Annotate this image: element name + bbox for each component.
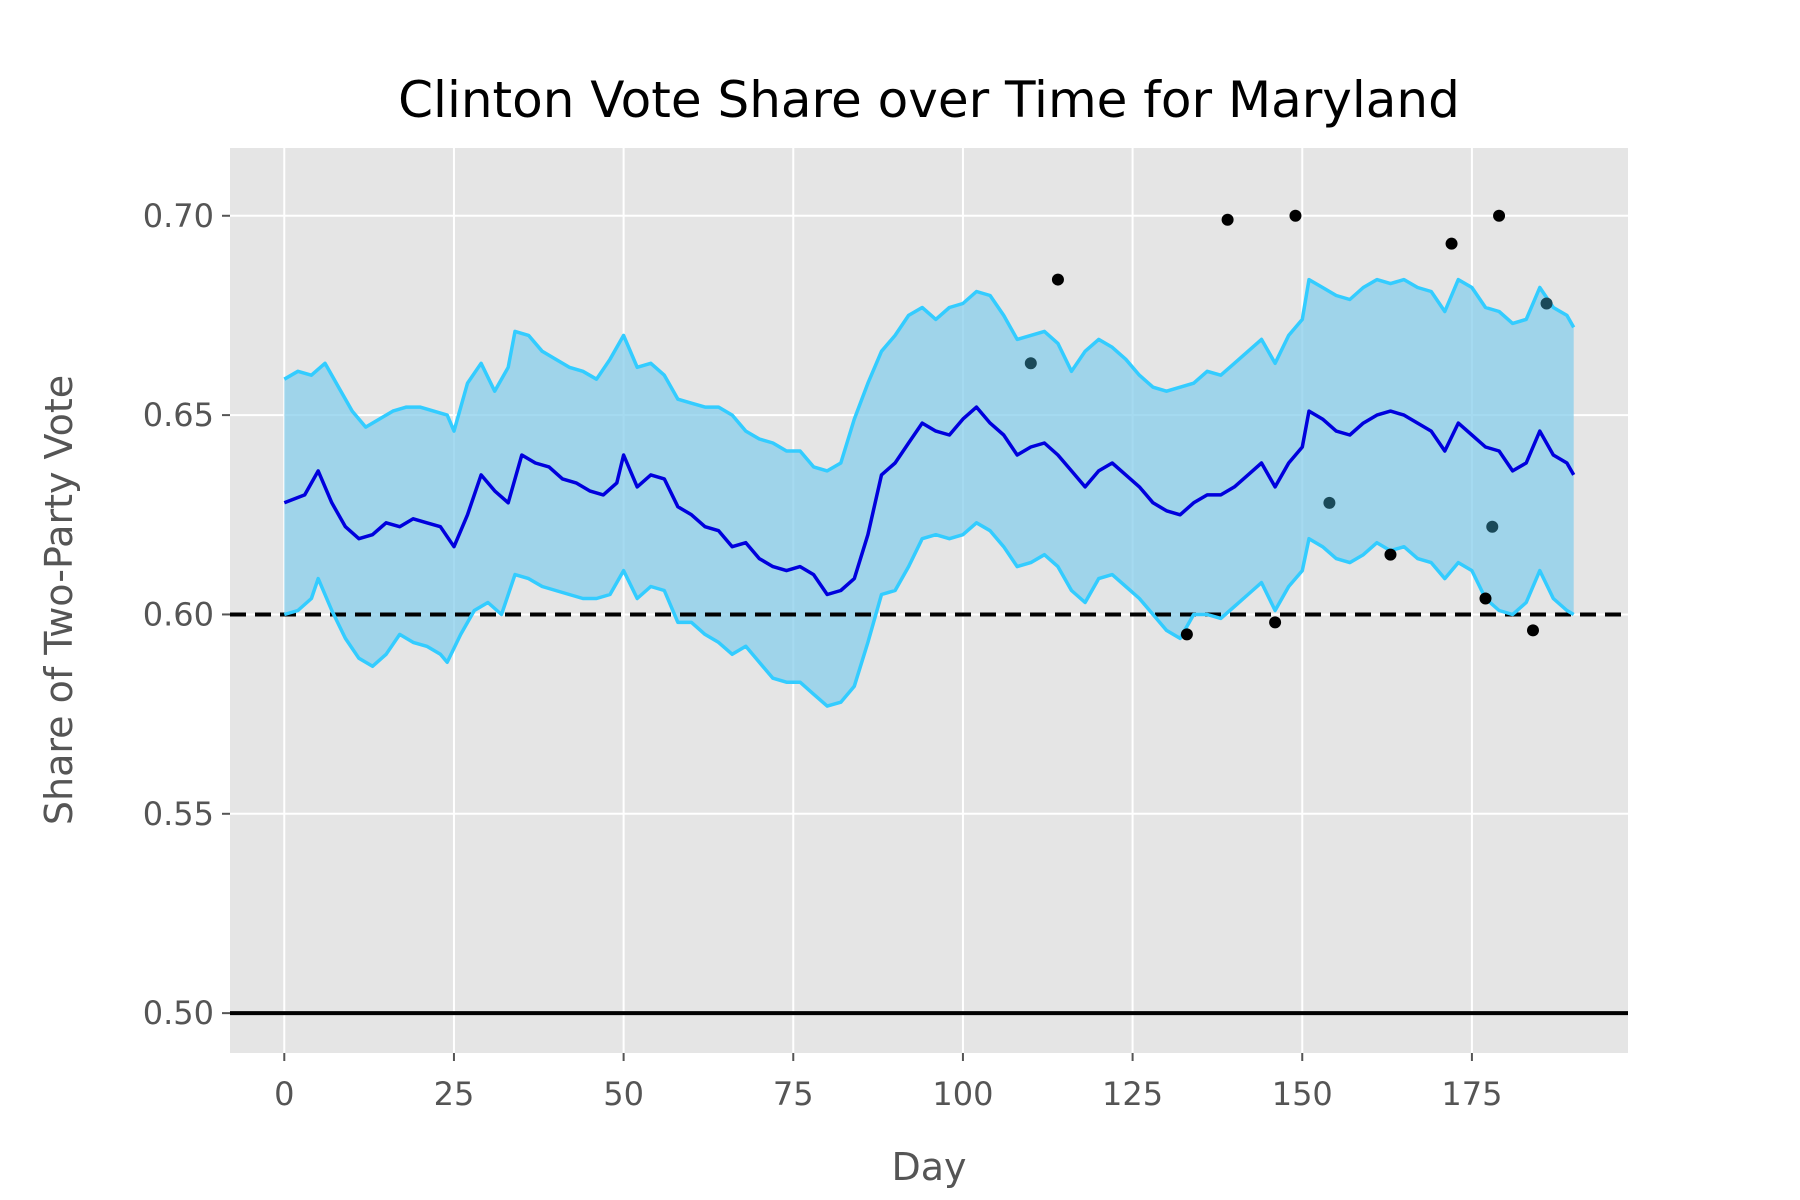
chart-title: Clinton Vote Share over Time for Marylan…	[398, 71, 1460, 129]
y-axis-label: Share of Two-Party Vote	[37, 375, 81, 825]
upper-bound-line	[283, 277, 1576, 473]
mean-line	[283, 405, 1576, 597]
poll-point	[1221, 213, 1234, 226]
poll-point	[1493, 209, 1506, 222]
confidence-band-fill	[284, 279, 1574, 707]
x-tick-label: 50	[603, 1075, 644, 1113]
poll-point	[1269, 616, 1282, 629]
poll-point	[1051, 273, 1064, 286]
y-tick-label: 0.70	[143, 197, 214, 235]
axis-ticks: 0 25 50 75 100 125 150 175 0.50 0.55 0.60 0.65 0.70	[143, 197, 1503, 1113]
confidence-band	[284, 279, 1574, 707]
x-tick-label: 150	[1272, 1075, 1333, 1113]
poll-point	[1289, 209, 1302, 222]
x-tick-label: 25	[434, 1075, 475, 1113]
y-tick-label: 0.55	[143, 795, 214, 833]
poll-point	[1384, 548, 1397, 561]
x-tick-label: 100	[932, 1075, 993, 1113]
mean-line-layer	[283, 277, 1576, 708]
x-tick-label: 125	[1102, 1075, 1163, 1113]
x-tick-label: 175	[1441, 1075, 1502, 1113]
x-tick-label: 0	[274, 1075, 294, 1113]
poll-point	[1486, 520, 1499, 533]
y-tick-label: 0.65	[143, 396, 214, 434]
reference-lines	[230, 612, 1628, 1016]
poll-point	[1479, 592, 1492, 605]
x-tick-label: 75	[773, 1075, 814, 1113]
poll-point	[1445, 237, 1458, 250]
poll-point	[1540, 297, 1553, 310]
poll-point	[1323, 496, 1336, 509]
x-axis-label: Day	[891, 1145, 966, 1189]
poll-point	[1526, 624, 1539, 637]
poll-point	[1024, 357, 1037, 370]
y-tick-label: 0.50	[143, 994, 214, 1032]
lower-bound-line	[283, 521, 1575, 708]
poll-points	[1024, 209, 1553, 641]
y-tick-label: 0.60	[143, 595, 214, 633]
poll-point	[1180, 628, 1193, 641]
